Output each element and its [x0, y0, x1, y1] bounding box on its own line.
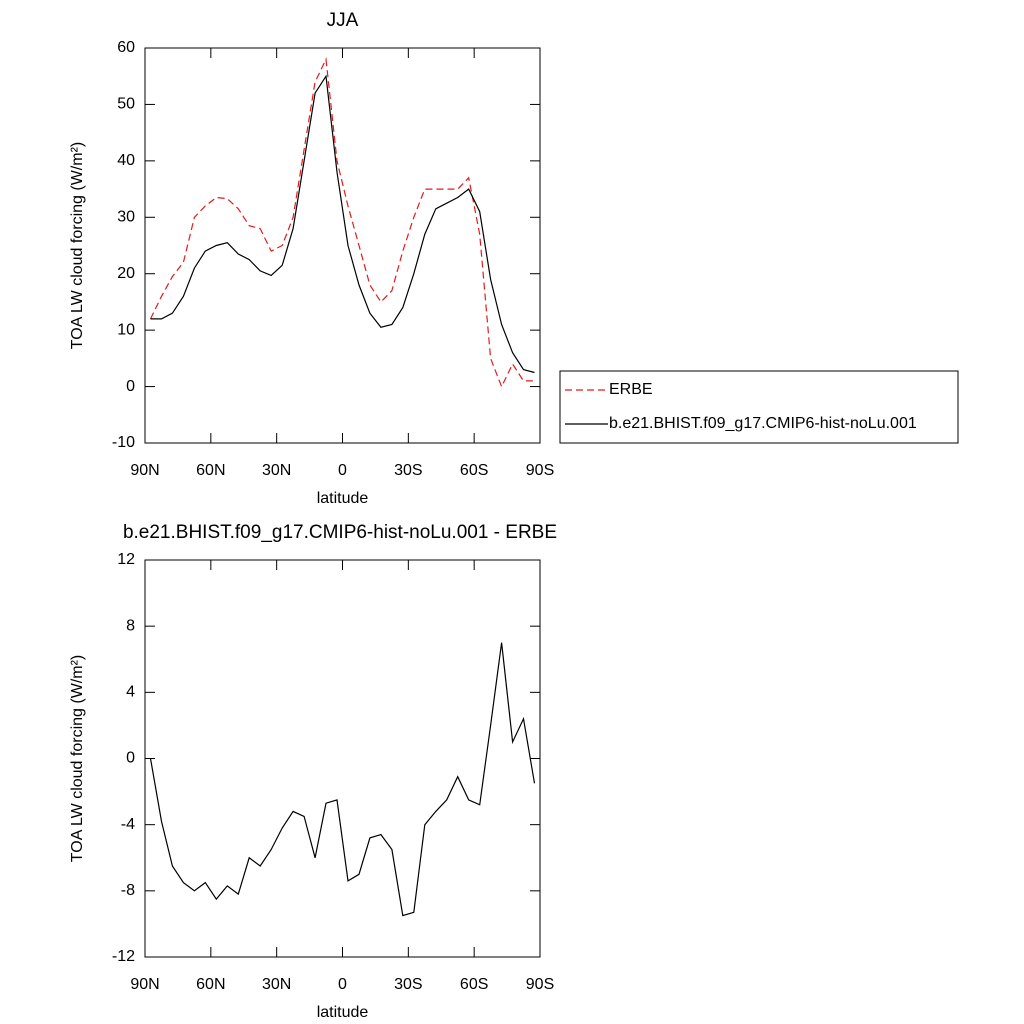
y-tick-label: 60 — [117, 39, 135, 56]
x-tick-label: 30S — [394, 976, 422, 993]
legend-box — [559, 370, 959, 444]
data-line — [150, 74, 535, 374]
y-tick-label: 10 — [117, 321, 135, 338]
x-tick-label: 90N — [130, 976, 159, 993]
x-tick-label: 30N — [262, 462, 291, 479]
y-tick-label: 30 — [117, 209, 135, 226]
y-tick-label: 12 — [117, 551, 135, 568]
x-tick-label: 0 — [338, 462, 347, 479]
y-tick-label: -12 — [112, 948, 135, 965]
x-axis-label: latitude — [317, 490, 369, 507]
y-axis-label: TOA LW cloud forcing (W/m²) — [69, 655, 86, 862]
x-tick-label: 30S — [394, 462, 422, 479]
data-line — [149, 57, 535, 389]
legend-label: b.e21.BHIST.f09_g17.CMIP6-hist-noLu.001 — [609, 415, 917, 432]
y-tick-label: 8 — [126, 617, 135, 634]
x-tick-label: 90N — [130, 462, 159, 479]
x-tick-label: 60S — [460, 462, 488, 479]
y-tick-label: 4 — [126, 684, 135, 701]
y-tick-label: -4 — [121, 816, 135, 833]
plot-frame — [144, 559, 541, 958]
y-tick-label: -8 — [121, 882, 135, 899]
x-tick-label: 90S — [526, 462, 554, 479]
data-line — [149, 642, 536, 917]
x-tick-label: 60N — [196, 976, 225, 993]
legend-label: ERBE — [609, 381, 653, 398]
x-tick-label: 0 — [338, 976, 347, 993]
y-tick-label: 20 — [117, 265, 135, 282]
x-axis-label: latitude — [317, 1004, 369, 1021]
chart-title: JJA — [327, 10, 359, 31]
y-tick-label: 40 — [117, 152, 135, 169]
y-axis-label: TOA LW cloud forcing (W/m²) — [69, 142, 86, 349]
y-tick-label: 0 — [126, 378, 135, 395]
x-tick-label: 60N — [196, 462, 225, 479]
y-tick-label: -10 — [112, 434, 135, 451]
x-tick-label: 60S — [460, 976, 488, 993]
x-tick-label: 90S — [526, 976, 554, 993]
y-tick-label: 0 — [126, 750, 135, 767]
chart-title: b.e21.BHIST.f09_g17.CMIP6-hist-noLu.001 … — [123, 522, 557, 543]
y-tick-label: 50 — [117, 96, 135, 113]
legend: ERBE b.e21.BHIST.f09_g17.CMIP6-hist-noLu.… — [559, 370, 959, 444]
x-tick-label: 30N — [262, 976, 291, 993]
